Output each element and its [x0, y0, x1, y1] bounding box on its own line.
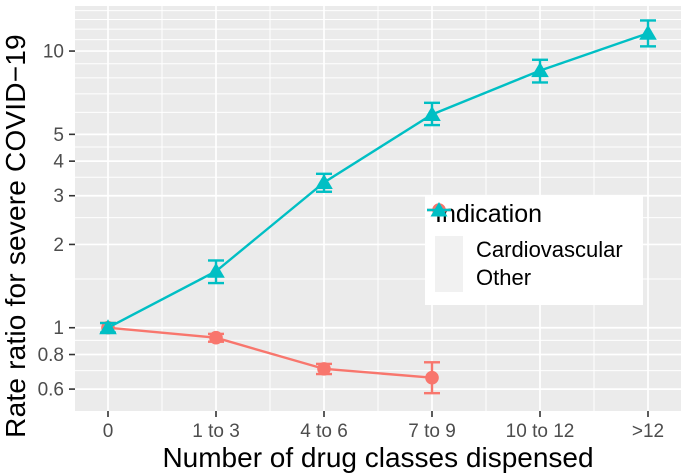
series-line-other [107, 32, 649, 329]
y-tick-label: 0.8 [38, 345, 64, 366]
legend-title: Indication [435, 200, 543, 228]
y-axis-title: Rate ratio for severe COVID−19 [0, 34, 31, 438]
y-tick-label: 0.6 [38, 380, 64, 401]
triangle-marker-icon [427, 202, 463, 292]
y-tick-label: 10 [43, 42, 64, 63]
x-tick-label: 7 to 9 [408, 421, 456, 442]
data-point-triangle-other [207, 262, 225, 278]
legend-label: Cardiovascular [476, 237, 623, 262]
data-point-triangle-other [639, 24, 657, 40]
data-point-triangle-other [315, 173, 333, 189]
data-point-circle-cardiovascular [209, 330, 223, 345]
x-axis-title: Number of drug classes dispensed [162, 442, 594, 473]
data-point-triangle-other [99, 319, 117, 335]
legend-entry-other: Other [427, 202, 643, 292]
legend-label: Other [476, 265, 532, 290]
x-tick-label: 10 to 12 [506, 421, 575, 442]
legend: Indication Cardiovascular Other [425, 196, 643, 305]
x-tick-label: 0 [103, 421, 114, 442]
data-point-circle-cardiovascular [317, 362, 331, 376]
x-tick-label: 1 to 3 [192, 421, 240, 442]
y-tick-label: 1 [53, 318, 64, 339]
x-tick-label: >12 [632, 421, 664, 442]
y-tick-label: 5 [53, 125, 64, 146]
y-tick-label: 4 [53, 152, 64, 173]
data-point-circle-cardiovascular [425, 370, 439, 385]
x-tick-label: 4 to 6 [300, 421, 348, 442]
y-tick-label: 2 [53, 235, 64, 256]
series-line-cardiovascular [107, 326, 433, 379]
data-point-triangle-other [531, 62, 549, 78]
circle-marker-icon [427, 203, 463, 264]
legend-entry-cardiovascular: Cardiovascular [427, 203, 643, 264]
y-tick-label: 3 [53, 186, 64, 207]
data-point-triangle-other [423, 105, 441, 121]
